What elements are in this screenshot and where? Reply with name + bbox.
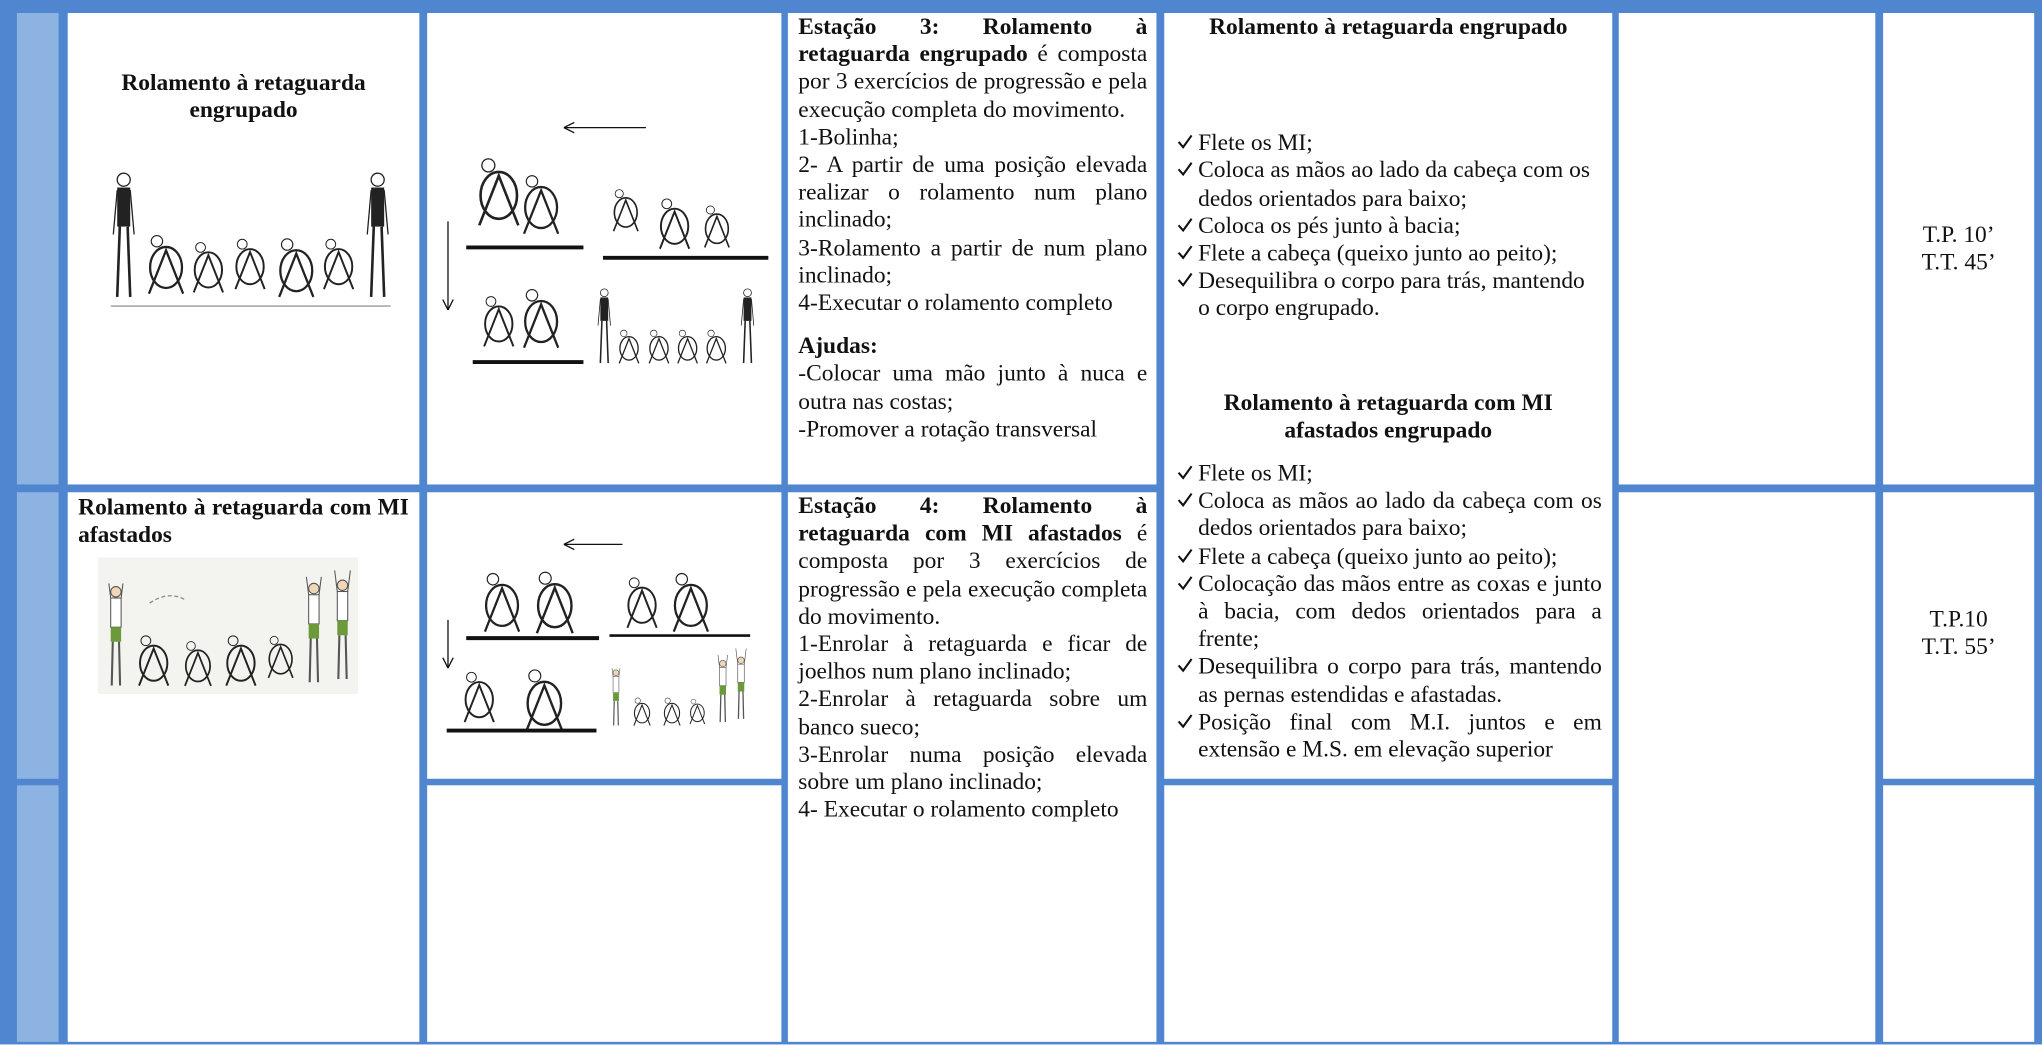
criteria-text: Desequilibra o corpo para trás, mantendo… (1198, 653, 1602, 707)
criteria-item: Colocação das mãos entre as coxas e junt… (1175, 570, 1602, 653)
station-title: Estação 3: Rolamento à retaguarda engrup… (798, 13, 1148, 67)
station-step: 4-Executar o rolamento completo (798, 289, 1113, 316)
station-step: 3-Rolamento a partir de num plano inclin… (798, 233, 1148, 288)
criteria-text: Flete a cabeça (queixo junto ao peito); (1198, 239, 1558, 266)
side-cell (16, 13, 59, 485)
criteria-text: Flete os MI; (1198, 129, 1313, 156)
criteria-cell (1164, 785, 1613, 1042)
station-step: 1-Bolinha; (798, 123, 899, 150)
side-cell (16, 785, 59, 1042)
aid: -Colocar uma mão junto à nuca e outra na… (798, 360, 1148, 414)
progression-illustration (442, 538, 751, 733)
criteria-text: Desequilibra o corpo para trás, mantendo… (1198, 267, 1585, 321)
criteria-text: Colocação das mãos entre as coxas e junt… (1198, 570, 1602, 652)
time: T.T. 55’ (1921, 633, 1996, 660)
criteria-item: Coloca as mãos ao lado da cabeça com os … (1175, 157, 1602, 212)
criteria-item: Flete a cabeça (queixo junto ao peito); (1175, 543, 1602, 571)
criteria-title: Rolamento à retaguarda com MI afastados … (1223, 388, 1553, 443)
station-step: 4- Executar o rolamento completo (798, 796, 1119, 823)
criteria-cell: Rolamento à retaguarda engrupado Flete o… (1164, 13, 1613, 779)
criteria-item: Coloca os pés junto à bacia; (1175, 212, 1602, 240)
skill-name: Rolamento à retaguarda com MI afastados (78, 493, 409, 548)
criteria-item: Coloca as mãos ao lado da cabeça com os … (1175, 487, 1602, 542)
station-cell: Estação 3: Rolamento à retaguarda engrup… (787, 13, 1157, 485)
station-step: 2-Enrolar à retaguarda sobre um banco su… (798, 685, 1148, 740)
progression-illustration (442, 121, 769, 365)
criteria-text: Flete a cabeça (queixo junto ao peito); (1198, 542, 1558, 569)
side-cell (16, 492, 59, 779)
criteria-item: Desequilibra o corpo para trás, mantendo… (1175, 653, 1602, 708)
skill-illustration (97, 557, 359, 695)
time-cell: T.P.10 T.T. 55’ (1883, 492, 2035, 779)
criteria-text: Flete os MI; (1198, 459, 1313, 486)
image-cell (427, 13, 782, 485)
criteria-item: Posição final com M.I. juntos e em exten… (1175, 708, 1602, 763)
empty-cell (1618, 492, 1876, 1042)
time: T.P. 10’ (1922, 221, 1995, 248)
station-intro: é composta por 3 exercícios de progressã… (798, 40, 1148, 122)
skill-name: Rolamento à retaguarda engrupado (121, 69, 366, 123)
station-cell: Estação 4: Rolamento à retaguarda com MI… (787, 492, 1157, 1042)
empty-cell (1618, 13, 1876, 485)
time: T.P.10 (1929, 605, 1988, 632)
time: T.T. 45’ (1921, 249, 1996, 276)
image-cell (427, 492, 782, 779)
station-intro: é composta por 3 exercícios de progressã… (798, 519, 1148, 629)
criteria-text: Posição final com M.I. juntos e em exten… (1198, 708, 1602, 762)
station-title: Estação 4: Rolamento à retaguarda com MI… (798, 492, 1148, 546)
image-cell (427, 785, 782, 1042)
time-cell: T.P. 10’ T.T. 45’ (1883, 13, 2035, 485)
skill-cell: Rolamento à retaguarda engrupado (67, 13, 420, 485)
skill-illustration (110, 171, 391, 307)
criteria-item: Desequilibra o corpo para trás, mantendo… (1175, 267, 1602, 322)
time-cell (1883, 785, 2035, 1042)
aids-title: Ajudas: (798, 332, 878, 359)
skill-cell: Rolamento à retaguarda com MI afastados (67, 492, 420, 1042)
criteria-text: Coloca as mãos ao lado da cabeça com os … (1198, 156, 1590, 211)
criteria-title: Rolamento à retaguarda engrupado (1209, 13, 1568, 40)
station-step: 3-Enrolar numa posição elevada sobre um … (798, 740, 1148, 795)
criteria-item: Flete os MI; (1175, 129, 1602, 157)
criteria-item: Flete a cabeça (queixo junto ao peito); (1175, 240, 1602, 268)
criteria-item: Flete os MI; (1175, 460, 1602, 488)
criteria-text: Coloca os pés junto à bacia; (1198, 212, 1461, 239)
station-step: 1-Enrolar à retaguarda e ficar de joelho… (798, 630, 1148, 684)
aid: -Promover a rotação transversal (798, 415, 1098, 442)
criteria-text: Coloca as mãos ao lado da cabeça com os … (1198, 487, 1602, 542)
station-step: 2- A partir de uma posição elevada reali… (798, 151, 1148, 233)
